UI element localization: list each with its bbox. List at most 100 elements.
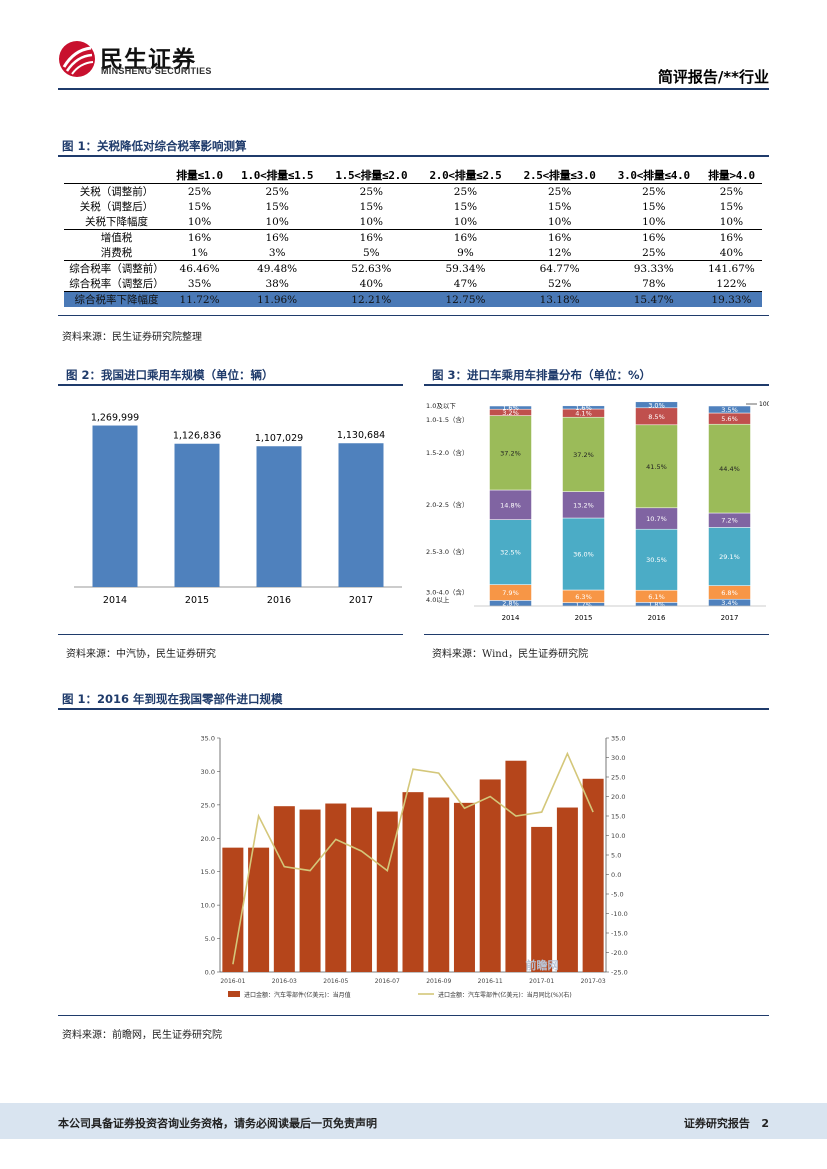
segment-label: 5.6%: [721, 415, 738, 423]
x-tick-label: 2017-03: [581, 978, 606, 985]
bar: [222, 847, 244, 972]
table-row: 综合税率（调整后） 35% 38% 40% 47% 52% 78% 122%: [64, 276, 762, 292]
x-tick-label: 2017: [349, 595, 373, 606]
stack-segment: [635, 401, 678, 409]
imported-cars-bar-chart: 1,269,999 2014 1,126,836 2015 1,107,029 2016 1…: [74, 413, 402, 606]
table-row: 关税（调整前） 25% 25% 25% 25% 25% 25% 25%: [64, 184, 762, 200]
segment-label: 2.8%: [502, 600, 519, 608]
row-label: 关税下降幅度: [85, 216, 148, 228]
bar: [256, 446, 302, 587]
table-cell: 16%: [700, 229, 762, 245]
bar: [174, 443, 220, 587]
y-tick-label-right: -5.0: [611, 891, 624, 899]
y-tick-label-left: 5.0: [205, 935, 215, 943]
table-header-cell: 排量≤1.0: [169, 167, 231, 184]
x-tick-label: 2016-07: [375, 978, 400, 985]
section4-title: 图 1：2016 年到现在我国零部件进口规模: [62, 692, 283, 706]
legend-label-bar: 进口金额：汽车零部件(亿美元)：当月值: [244, 991, 351, 999]
row-label: 消费税: [100, 247, 133, 259]
row-label: 综合税率（调整后）: [69, 278, 164, 290]
section4-bottom-divider: [58, 1015, 769, 1016]
segment-label: 1.7%: [575, 601, 592, 609]
segment-label: 3.5%: [721, 406, 738, 414]
header-divider: [58, 88, 769, 90]
section2-bottom-divider: [58, 634, 403, 635]
table-header-cell: 排量>4.0: [700, 167, 762, 184]
table-cell: 38%: [265, 277, 289, 290]
data-label: 1,269,999: [91, 413, 139, 424]
table-cell: 52%: [547, 277, 572, 290]
table-cell: 25%: [547, 185, 572, 198]
stack-segment: [562, 405, 605, 410]
bar: [582, 778, 604, 972]
table-header-cell: 3.0<排量≤4.0: [606, 167, 701, 184]
segment-label: 3.2%: [502, 409, 519, 417]
table-cell: 15%: [187, 200, 212, 213]
segment-label: 6.3%: [575, 593, 592, 601]
bar: [92, 425, 138, 587]
table-row: 增值税 16% 16% 16% 16% 16% 16% 16%: [64, 229, 762, 245]
table-cell: 3%: [268, 246, 286, 259]
section3-divider: [424, 384, 769, 386]
report-type: 简评报告/**行业: [657, 68, 769, 86]
table-cell: 141.67%: [700, 260, 762, 276]
segment-label: 10.7%: [646, 515, 667, 523]
table-cell: 10%: [642, 215, 666, 228]
top-marker-label: 100: [759, 401, 769, 408]
y-tick-label-left: 25.0: [201, 801, 215, 809]
segment-category-label: 2.5-3.0（含）: [426, 547, 469, 556]
row-label: 关税（调整后）: [79, 201, 154, 213]
legend-label-line: 进口金额：汽车零部件(亿美元)：当月同比(%)(右): [438, 991, 572, 999]
table-cell: 25%: [187, 185, 212, 198]
table-cell: 25%: [265, 185, 289, 198]
segment-category-label: 4.0以上: [426, 595, 450, 604]
y-tick-label-right: -20.0: [611, 949, 628, 957]
bar: [338, 443, 384, 587]
table-bottom-divider: [58, 315, 769, 316]
section4-divider: [58, 708, 769, 710]
stack-segment: [489, 519, 532, 585]
y-tick-label-left: 35.0: [201, 735, 215, 743]
segment-label: 4.1%: [575, 410, 592, 418]
table-cell: 10%: [453, 215, 478, 228]
segment-category-label: 1.5-2.0（含）: [426, 448, 469, 457]
x-tick-label: 2014: [502, 614, 520, 622]
table-cell: 12.75%: [418, 291, 513, 307]
table-cell: 93.33%: [606, 260, 701, 276]
segment-label: 29.1%: [719, 553, 740, 561]
x-tick-label: 2015: [575, 614, 593, 622]
segment-label: 37.2%: [573, 451, 594, 459]
table-cell: 10%: [187, 215, 212, 228]
bar: [402, 792, 424, 972]
bar: [351, 807, 373, 972]
table-cell: 25%: [642, 246, 666, 259]
stack-segment: [489, 489, 532, 520]
table-row: 关税（调整后） 15% 15% 15% 15% 15% 15% 15%: [64, 199, 762, 214]
table-cell: 25%: [453, 185, 478, 198]
footer-disclaimer: 本公司具备证券投资咨询业务资格，请务必阅读最后一页免责声明: [58, 1117, 377, 1130]
table-cell: 52.63%: [324, 260, 419, 276]
segment-label: 14.8%: [500, 501, 521, 509]
section2-title: 图 2：我国进口乘用车规模（单位：辆）: [66, 368, 274, 382]
section1-divider: [58, 155, 769, 157]
data-label: 1,126,836: [173, 431, 221, 442]
segment-label: 1.6%: [502, 404, 519, 412]
table-cell: 16%: [512, 229, 607, 245]
table-cell: 25%: [359, 185, 383, 198]
bar: [479, 779, 501, 972]
y-tick-label-right: 0.0: [611, 871, 621, 879]
x-tick-label: 2017: [721, 614, 739, 622]
segment-label: 41.5%: [646, 463, 667, 471]
stack-segment: [635, 424, 678, 509]
section2-divider: [58, 384, 403, 386]
table-cell: 15.47%: [606, 291, 701, 307]
table-cell: 16%: [324, 229, 419, 245]
bar: [325, 803, 347, 972]
table-cell: 13.18%: [512, 291, 607, 307]
segment-category-label: 2.0-2.5（含）: [426, 500, 469, 509]
yoy-line: [232, 751, 594, 965]
table-cell: 11.96%: [230, 291, 325, 307]
y-tick-label-right: 20.0: [611, 793, 625, 801]
y-tick-label-left: 15.0: [201, 868, 215, 876]
table-header-cell: 2.0<排量≤2.5: [418, 167, 513, 184]
